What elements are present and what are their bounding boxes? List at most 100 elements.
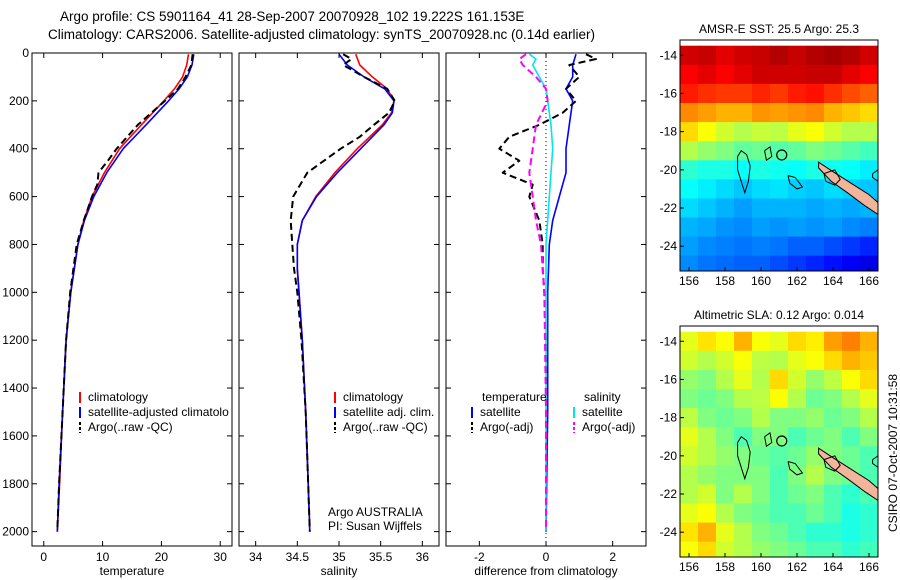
heatmap-cell [752,446,771,466]
heatmap-cell [788,160,807,180]
legend-climatology: climatology [343,390,404,404]
heatmap-cell [734,427,753,447]
x-tick-label: 164 [823,274,843,288]
heatmap-cell [698,45,717,66]
header-line-2: Climatology: CARS2006. Satellite-adjuste… [48,27,596,42]
heatmap-cell [716,255,735,271]
heatmap-cell [752,122,771,142]
heatmap-cell [770,503,789,524]
heatmap-cell [698,484,717,505]
heatmap-cell [680,331,699,352]
heatmap-cell [788,331,807,352]
reef-contour [823,455,841,472]
heatmap-cell [680,217,699,238]
heatmap-cell [680,427,699,447]
credit: Argo AUSTRALIA PI: Susan Wijffels [328,505,423,533]
heatmap-cell [806,522,825,543]
heatmap-cell [734,236,753,257]
heatmap-cell [716,64,735,85]
heatmap-cell [860,236,878,257]
heatmap-cell [824,255,843,271]
x-tick-label: 160 [751,274,771,288]
x-tick-label: -2 [474,550,485,564]
heatmap-cell [734,350,753,371]
heatmap-cell [680,83,699,104]
heatmap-cell [806,217,825,238]
heatmap-cell [860,141,878,161]
heatmap-cell [698,198,717,219]
heatmap-cell [716,484,735,505]
heatmap-cell [842,198,861,219]
y-tick-label: -18 [660,125,678,139]
heatmap-cell [788,427,807,447]
heatmap-cell [842,103,861,123]
heatmap-cell [806,427,825,447]
heatmap-cell [824,389,843,409]
y-tick-label: -22 [660,487,678,501]
heatmap-cell [788,198,807,219]
y-tick-label: 800 [9,237,29,251]
y-tick-label: -14 [660,334,678,348]
heatmap-cell [698,103,717,123]
heatmap-cell [788,255,807,271]
heatmap-cell [842,160,861,180]
heatmap-cell [752,198,771,219]
reef-contour [787,175,804,190]
heatmap-cell [842,446,861,466]
heatmap-cell [734,160,753,180]
heatmap-cell [770,446,789,466]
heatmap-cell [716,408,735,428]
heatmap-cell [824,503,843,524]
heatmap-cell [806,484,825,505]
heatmap-cell [860,408,878,428]
heatmap-cell [788,141,807,161]
heatmap-cell [770,369,789,390]
heatmap-cell [824,217,843,238]
heatmap-cell [698,465,717,486]
heatmap-cell [752,64,771,85]
heatmap-cell [860,64,878,85]
heatmap-cell [752,503,771,524]
heatmap-cell [752,427,771,447]
heatmap-cell [716,522,735,543]
heatmap-cell [842,64,861,85]
heatmap-cell [698,255,717,271]
x-axis-label: difference from climatology [474,564,617,578]
heatmap-cell [734,408,753,428]
heatmap-cell [806,465,825,486]
credit-line-1: Argo AUSTRALIA [328,505,423,519]
heatmap-cell [770,331,789,352]
heatmap-cell [716,103,735,123]
heatmap-cell [824,331,843,352]
heatmap-cell [680,369,699,390]
heatmap-cell [716,427,735,447]
map-frame [679,325,879,558]
heatmap-cell [788,217,807,238]
heatmap-cell [698,236,717,257]
heatmap-cell [788,122,807,142]
heatmap-cell [770,236,789,257]
profile-location-marker [776,149,788,161]
heatmap-cell [788,236,807,257]
heatmap-cell [770,217,789,238]
heatmap-cell [680,389,699,409]
reef-contour [787,461,804,476]
heatmap-cell [680,236,699,257]
heatmap-cell [806,179,825,200]
heatmap-cell [860,350,878,371]
series-group [289,53,396,532]
y-tick-label: 200 [9,94,29,108]
map-frame [679,39,879,272]
x-tick-label: 35 [332,550,346,564]
x-tick-label: 34.5 [286,550,310,564]
legend-argo: Argo(..raw -QC) [343,420,428,434]
series-line-satellite-adj-clim- [296,53,395,532]
heatmap-cell [698,141,717,161]
y-tick-label: -20 [660,449,678,463]
heatmap-cell [734,83,753,104]
legend-sal-satellite: satellite [582,405,623,419]
heatmap-cell [734,255,753,271]
y-tick-label: -24 [660,525,678,539]
heatmap-cell [680,141,699,161]
